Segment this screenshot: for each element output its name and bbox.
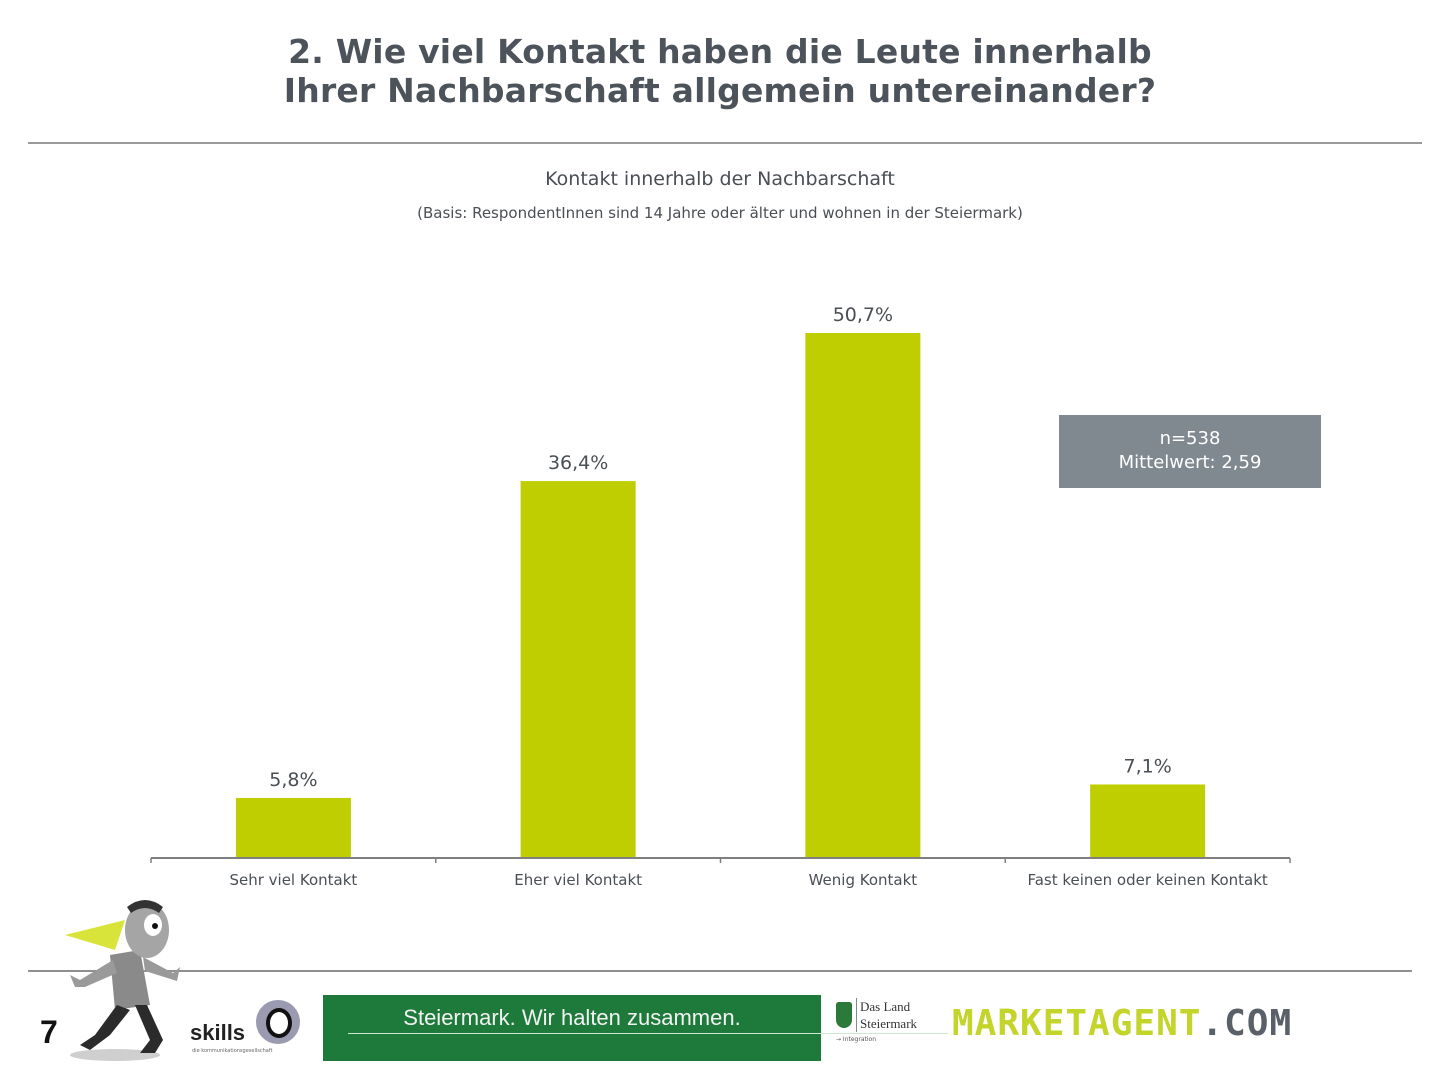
category-label: Wenig Kontakt <box>809 871 918 889</box>
data-label: 36,4% <box>548 452 608 474</box>
page-title-line-1: 2. Wie viel Kontakt haben die Leute inne… <box>288 32 1152 71</box>
marketagent-wordmark: MARKETAGENT <box>952 1003 1202 1044</box>
land-steiermark-logo: Das Land Steiermark → Integration <box>834 998 926 1048</box>
skills-logo: skills die kommunikationsgesellschaft <box>188 998 308 1060</box>
running-mascot-icon <box>65 900 180 1061</box>
bar <box>805 333 921 858</box>
title-divider <box>28 142 1422 144</box>
land-line-2: Steiermark <box>860 1016 918 1031</box>
coat-of-arms-icon <box>836 1002 852 1028</box>
land-steiermark-wordmark: Das Land Steiermark <box>856 998 917 1032</box>
bar <box>520 481 636 858</box>
category-label: Fast keinen oder keinen Kontakt <box>1027 871 1267 889</box>
data-label: 7,1% <box>1123 755 1171 777</box>
category-label: Eher viel Kontakt <box>514 871 642 889</box>
category-label: Sehr viel Kontakt <box>229 871 357 889</box>
footer-divider <box>28 970 1412 972</box>
land-line-1: Das Land <box>860 999 911 1014</box>
marketagent-logo: MARKETAGENT.COM <box>952 1003 1292 1044</box>
page-title-line-2: Ihrer Nachbarschaft allgemein untereinan… <box>283 71 1157 110</box>
land-subline: → Integration <box>836 1036 876 1043</box>
skills-tagline: die kommunikationsgesellschaft <box>192 1048 273 1054</box>
page-title: 2. Wie viel Kontakt haben die Leute inne… <box>0 32 1440 110</box>
bar <box>235 797 351 858</box>
skills-wordmark: skills <box>190 1020 246 1045</box>
page-number: 7 <box>40 1014 58 1050</box>
chart-subtitle: (Basis: RespondentInnen sind 14 Jahre od… <box>417 204 1023 222</box>
skills-ring-icon <box>256 1000 300 1044</box>
data-label: 5,8% <box>269 769 317 791</box>
chart-title: Kontakt innerhalb der Nachbarschaft <box>545 168 895 190</box>
bar <box>1090 784 1206 858</box>
sample-size: n=538 <box>1159 428 1221 449</box>
mean-value: Mittelwert: 2,59 <box>1118 452 1262 473</box>
banner-underline <box>348 1033 948 1034</box>
stats-box: n=538 Mittelwert: 2,59 <box>1059 415 1321 488</box>
marketagent-suffix: .COM <box>1201 1003 1293 1044</box>
banner-slogan: Steiermark. Wir halten zusammen. <box>403 1005 741 1030</box>
steiermark-banner: Steiermark. Wir halten zusammen. <box>323 995 948 1061</box>
data-label: 50,7% <box>833 304 893 326</box>
